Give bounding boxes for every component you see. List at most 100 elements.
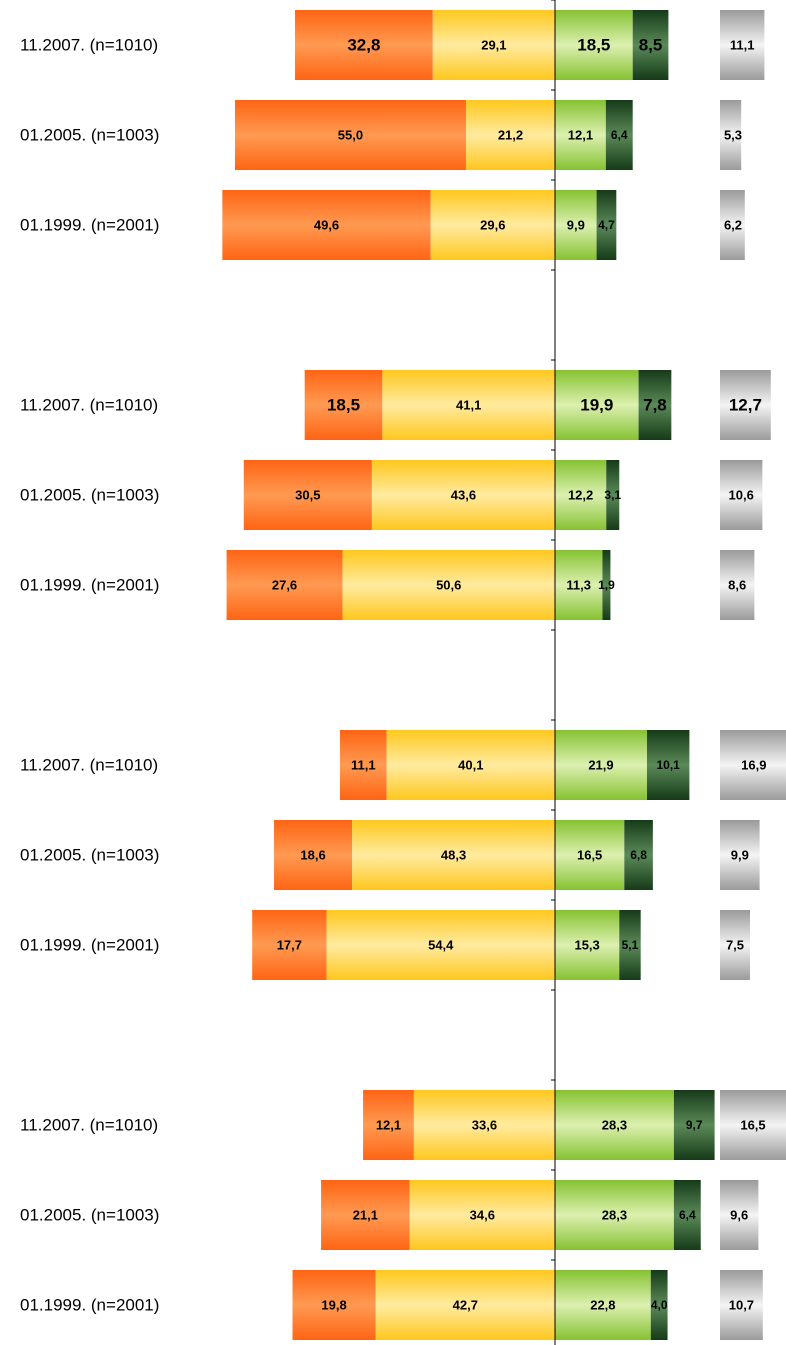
bar-segment-4 — [605, 100, 633, 170]
value-label-4: 5,1 — [622, 938, 639, 952]
bar-segment-5 — [720, 730, 786, 800]
row-label: 11.2007. (n=1010) — [20, 36, 158, 55]
value-label-2: 48,3 — [441, 848, 466, 863]
bar-segment-5 — [720, 10, 765, 80]
bar-segment-3 — [555, 370, 639, 440]
value-label-4: 1,9 — [598, 578, 615, 592]
value-label-1: 11,1 — [351, 758, 376, 773]
bar-segment-4 — [673, 1090, 715, 1160]
value-label-4: 6,4 — [611, 128, 628, 142]
value-label-1: 12,1 — [376, 1118, 401, 1133]
value-label-3: 21,9 — [588, 758, 613, 773]
value-label-4: 8,5 — [639, 36, 663, 55]
bar-segment-1 — [363, 1090, 414, 1160]
value-label-3: 9,9 — [567, 218, 585, 233]
bar-segment-4 — [673, 1180, 701, 1250]
value-label-2: 54,4 — [428, 938, 454, 953]
value-label-3: 12,2 — [568, 488, 593, 503]
value-label-3: 12,1 — [568, 128, 593, 143]
bar-segment-2 — [326, 910, 555, 980]
bar-segment-5 — [720, 460, 763, 530]
bar-segment-3 — [555, 730, 647, 800]
value-label-2: 29,6 — [480, 218, 505, 233]
value-label-2: 40,1 — [458, 758, 483, 773]
value-label-5: 9,6 — [730, 1208, 748, 1223]
bar-segment-3 — [555, 1090, 674, 1160]
bar-segment-5 — [720, 190, 745, 260]
value-label-4: 4,7 — [598, 218, 615, 232]
row-label: 01.2005. (n=1003) — [20, 846, 159, 865]
value-label-3: 28,3 — [602, 1118, 627, 1133]
bar-segment-4 — [596, 190, 617, 260]
bar-segment-4 — [646, 730, 690, 800]
bar-segment-2 — [413, 1090, 555, 1160]
value-label-2: 50,6 — [436, 578, 461, 593]
bar-segment-3 — [555, 460, 607, 530]
bar-segment-5 — [720, 100, 742, 170]
value-label-5: 10,6 — [729, 488, 754, 503]
bar-segment-1 — [304, 370, 383, 440]
bar-segment-2 — [386, 730, 555, 800]
row-label: 11.2007. (n=1010) — [20, 396, 158, 415]
bar-segment-3 — [555, 550, 603, 620]
bar-segment-2 — [342, 550, 555, 620]
bar-segment-4 — [624, 820, 653, 890]
bar-segment-4 — [602, 550, 611, 620]
bars-layer — [222, 10, 786, 1340]
value-label-4: 7,8 — [643, 396, 667, 415]
row-label: 01.1999. (n=2001) — [20, 1296, 159, 1315]
center-axis — [551, 0, 556, 1345]
row-label: 11.2007. (n=1010) — [20, 756, 158, 775]
value-label-1: 21,1 — [353, 1208, 378, 1223]
value-label-4: 6,4 — [679, 1208, 696, 1222]
labels-layer: 11.2007. (n=1010) 32,8 29,1 18,5 8,5 11,1 01.2… — [20, 36, 766, 1315]
bar-segment-1 — [339, 730, 387, 800]
value-label-1: 32,8 — [347, 36, 380, 55]
value-label-4: 3,1 — [604, 488, 621, 502]
value-label-3: 28,3 — [602, 1208, 627, 1223]
value-label-1: 17,7 — [277, 938, 302, 953]
bar-segment-5 — [720, 910, 750, 980]
value-label-3: 15,3 — [574, 938, 599, 953]
value-label-3: 18,5 — [577, 36, 610, 55]
value-label-4: 4,0 — [651, 1298, 668, 1312]
value-label-5: 9,9 — [731, 848, 749, 863]
value-label-5: 6,2 — [724, 218, 742, 233]
bar-segment-5 — [720, 370, 771, 440]
value-label-2: 33,6 — [472, 1118, 497, 1133]
bar-segment-1 — [292, 1270, 376, 1340]
bar-segment-1 — [295, 10, 433, 80]
bar-segment-4 — [619, 910, 641, 980]
value-label-4: 9,7 — [686, 1118, 703, 1132]
bar-segment-5 — [720, 1180, 759, 1250]
bar-segment-5 — [720, 1270, 763, 1340]
value-label-5: 16,9 — [741, 758, 766, 773]
bar-segment-4 — [650, 1270, 668, 1340]
bar-segment-3 — [555, 820, 625, 890]
value-label-1: 18,6 — [300, 848, 325, 863]
bar-segment-2 — [430, 190, 555, 260]
value-label-1: 55,0 — [338, 128, 363, 143]
bar-segment-5 — [720, 820, 760, 890]
row-label: 01.1999. (n=2001) — [20, 936, 159, 955]
value-label-1: 27,6 — [272, 578, 297, 593]
row-label: 01.2005. (n=1003) — [20, 126, 159, 145]
value-label-1: 19,8 — [321, 1298, 346, 1313]
bar-segment-3 — [555, 100, 606, 170]
row-label: 11.2007. (n=1010) — [20, 1116, 158, 1135]
value-label-2: 42,7 — [453, 1298, 478, 1313]
bar-segment-5 — [720, 1090, 786, 1160]
bar-segment-3 — [555, 190, 597, 260]
value-label-5: 10,7 — [729, 1298, 754, 1313]
value-label-1: 18,5 — [327, 396, 360, 415]
value-label-4: 10,1 — [657, 758, 681, 772]
bar-segment-4 — [638, 370, 672, 440]
value-label-2: 41,1 — [456, 398, 481, 413]
value-label-5: 12,7 — [729, 396, 762, 415]
value-label-2: 21,2 — [498, 128, 523, 143]
bar-segment-1 — [321, 1180, 410, 1250]
value-label-5: 5,3 — [724, 128, 742, 143]
bar-segment-2 — [409, 1180, 555, 1250]
bar-segment-1 — [234, 100, 466, 170]
